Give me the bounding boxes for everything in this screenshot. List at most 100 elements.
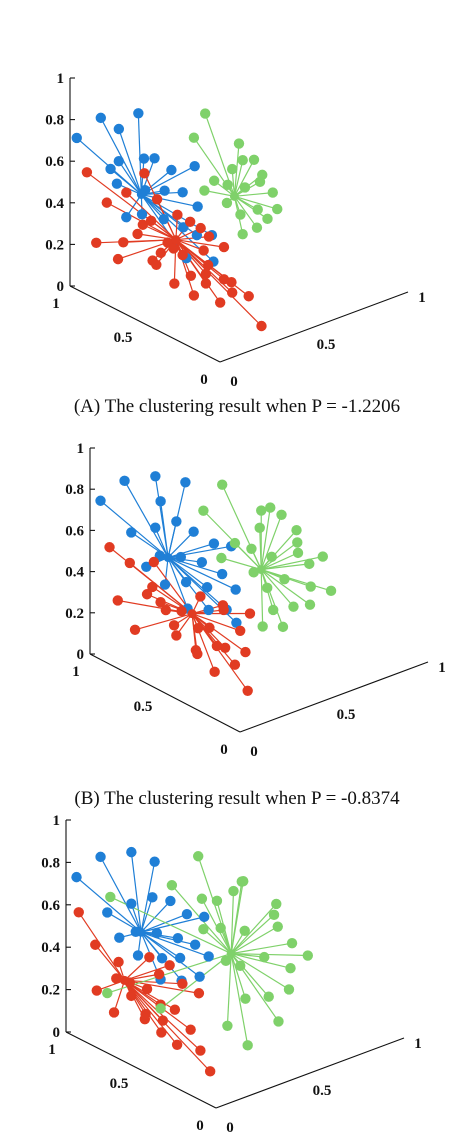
z-tick-label: 0 <box>77 647 85 663</box>
cluster-link <box>141 193 198 208</box>
data-point <box>209 666 220 678</box>
data-point <box>126 846 137 858</box>
data-point <box>176 605 187 617</box>
cluster-link <box>140 931 209 958</box>
cluster-link <box>230 914 275 955</box>
data-point <box>121 187 132 198</box>
data-point <box>144 952 155 963</box>
data-point <box>222 1020 233 1031</box>
cluster-link <box>260 569 294 608</box>
data-point <box>157 1015 169 1026</box>
z-tick-label: 1 <box>57 71 65 87</box>
data-point <box>132 228 143 240</box>
data-point <box>272 921 283 932</box>
cluster-link <box>230 926 279 955</box>
data-point <box>155 496 166 507</box>
y-tick-label: 1 <box>48 1042 56 1058</box>
data-point <box>149 856 160 867</box>
y-axis-line <box>89 653 241 733</box>
data-point <box>325 585 337 597</box>
data-point <box>172 933 184 944</box>
data-point <box>171 516 182 527</box>
data-point <box>150 522 161 533</box>
plot-area: 0 0.2 0.4 0.6 0.8 1 1 0.5 0 0 0.5 1 <box>41 813 422 1136</box>
axes <box>65 819 405 1109</box>
data-point <box>252 204 263 215</box>
data-point <box>240 646 251 658</box>
cluster-center <box>256 565 266 575</box>
data-point <box>242 1040 253 1051</box>
data-point <box>114 932 125 943</box>
data-point <box>248 567 259 578</box>
z-tick-label: 1 <box>53 813 61 829</box>
cluster-link <box>143 173 177 240</box>
data-point <box>198 245 209 256</box>
data-point <box>251 222 263 233</box>
cluster-link <box>234 192 273 197</box>
data-point <box>193 988 205 999</box>
data-point <box>141 589 153 600</box>
data-point <box>254 176 266 188</box>
data-point <box>208 538 220 549</box>
z-tick-label: 0.8 <box>45 113 64 129</box>
data-point <box>236 876 247 887</box>
data-point <box>91 237 102 248</box>
scatter3d-chart-a: 0 0.2 0.4 0.6 0.8 1 1 0.5 0 0 0.5 1 <box>45 71 426 390</box>
cluster-link <box>124 480 169 558</box>
data-point <box>148 556 160 568</box>
z-tick-label: 0.6 <box>41 898 60 914</box>
cluster-link <box>78 911 126 981</box>
cluster-link <box>124 956 150 981</box>
x-tick-label: 0 <box>226 1120 234 1136</box>
z-tick-label: 0.6 <box>45 154 64 170</box>
data-point <box>180 477 191 488</box>
data-point <box>235 209 246 220</box>
cluster-link <box>110 168 142 195</box>
cluster-link <box>230 953 249 1046</box>
y-tick-label: 0 <box>196 1118 204 1134</box>
cluster-link <box>260 569 284 628</box>
cluster-1-points <box>71 846 214 986</box>
data-point <box>168 620 180 631</box>
data-point <box>203 604 214 616</box>
y-tick-label: 0.5 <box>110 1076 129 1092</box>
cluster-link <box>233 160 244 197</box>
data-point <box>217 600 229 611</box>
cluster-link <box>140 931 196 946</box>
data-point <box>71 132 82 144</box>
data-point <box>215 922 226 934</box>
x-tick-label: 0.5 <box>313 1083 332 1099</box>
data-point <box>196 556 208 568</box>
data-point <box>189 160 200 172</box>
data-point <box>259 951 270 963</box>
data-point <box>271 898 282 910</box>
data-point <box>219 642 231 653</box>
cluster-link <box>140 916 205 933</box>
cluster-link <box>233 195 258 229</box>
data-point <box>263 991 274 1002</box>
cluster-center <box>171 235 181 245</box>
cluster-link <box>94 944 126 981</box>
cluster-link <box>234 195 268 220</box>
x-axis-line <box>215 1037 405 1109</box>
data-point <box>243 291 254 302</box>
data-point <box>145 215 157 227</box>
data-point <box>192 648 203 660</box>
cluster-link <box>100 856 142 933</box>
cluster-link <box>175 239 225 248</box>
data-point <box>254 522 265 534</box>
data-point <box>185 1024 196 1035</box>
data-point <box>304 599 316 610</box>
data-point <box>95 112 107 124</box>
z-tick-label: 0.2 <box>45 237 64 253</box>
y-tick-label: 0 <box>220 742 228 758</box>
data-point <box>113 956 124 968</box>
data-point <box>279 573 290 585</box>
cluster-link <box>140 931 201 978</box>
cluster-link <box>234 542 262 570</box>
data-point <box>113 123 125 135</box>
cluster-link <box>175 239 195 296</box>
data-point <box>105 163 116 175</box>
data-point <box>257 621 268 632</box>
data-point <box>126 990 137 1002</box>
